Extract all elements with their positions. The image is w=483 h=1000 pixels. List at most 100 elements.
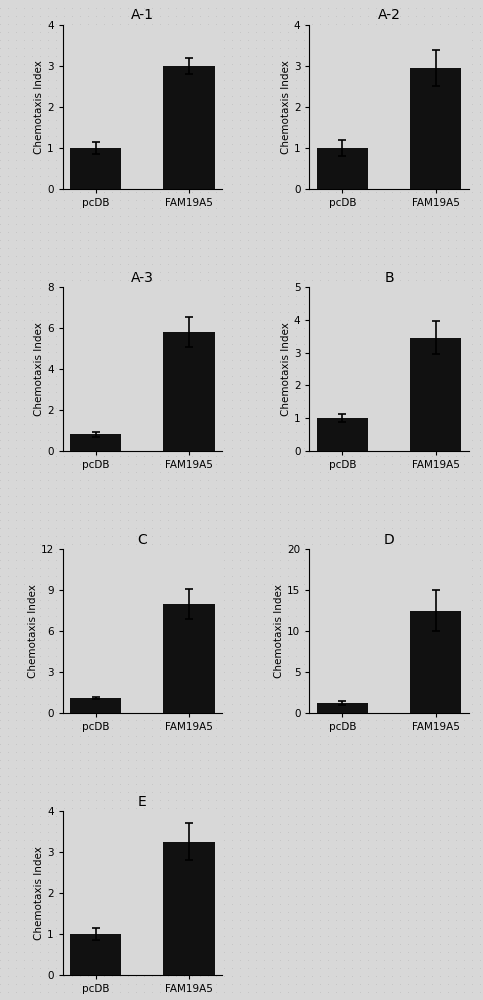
- Point: [452, 848, 460, 864]
- Point: [468, 680, 476, 696]
- Point: [340, 648, 348, 664]
- Point: [404, 96, 412, 112]
- Point: [332, 776, 340, 792]
- Point: [396, 624, 404, 640]
- Point: [36, 672, 44, 688]
- Point: [372, 480, 380, 496]
- Point: [476, 776, 483, 792]
- Point: [372, 456, 380, 472]
- Point: [0, 520, 4, 536]
- Point: [164, 80, 172, 96]
- Point: [92, 952, 100, 968]
- Point: [92, 288, 100, 304]
- Point: [172, 136, 180, 152]
- Point: [276, 304, 284, 320]
- Point: [100, 408, 108, 424]
- Point: [476, 328, 483, 344]
- Point: [36, 856, 44, 872]
- Point: [76, 808, 84, 824]
- Point: [76, 976, 84, 992]
- Point: [196, 488, 204, 504]
- Point: [172, 152, 180, 168]
- Point: [132, 448, 140, 464]
- Point: [420, 128, 428, 144]
- Point: [92, 464, 100, 480]
- Point: [20, 408, 28, 424]
- Point: [156, 952, 164, 968]
- Point: [412, 800, 420, 816]
- Point: [92, 992, 100, 1000]
- Point: [28, 592, 36, 608]
- Point: [84, 336, 92, 352]
- Point: [220, 32, 228, 48]
- Point: [468, 640, 476, 656]
- Point: [284, 528, 292, 544]
- Point: [284, 792, 292, 808]
- Point: [268, 912, 276, 928]
- Point: [68, 672, 76, 688]
- Point: [444, 376, 452, 392]
- Point: [116, 152, 124, 168]
- Point: [220, 992, 228, 1000]
- Point: [244, 648, 252, 664]
- Point: [292, 40, 300, 56]
- Point: [44, 936, 52, 952]
- Point: [132, 96, 140, 112]
- Point: [148, 344, 156, 360]
- Point: [420, 352, 428, 368]
- Point: [0, 832, 4, 848]
- Point: [148, 800, 156, 816]
- Point: [276, 552, 284, 568]
- Point: [188, 824, 196, 840]
- Point: [196, 760, 204, 776]
- Point: [84, 200, 92, 216]
- Point: [124, 416, 132, 432]
- Y-axis label: Chemotaxis Index: Chemotaxis Index: [34, 846, 44, 940]
- Point: [76, 416, 84, 432]
- Point: [276, 496, 284, 512]
- Point: [476, 592, 483, 608]
- Point: [356, 568, 364, 584]
- Point: [380, 632, 388, 648]
- Point: [20, 480, 28, 496]
- Point: [260, 88, 268, 104]
- Point: [100, 928, 108, 944]
- Point: [228, 272, 236, 288]
- Point: [316, 464, 324, 480]
- Point: [20, 952, 28, 968]
- Point: [76, 608, 84, 624]
- Point: [348, 688, 356, 704]
- Point: [164, 712, 172, 728]
- Point: [84, 952, 92, 968]
- Point: [420, 96, 428, 112]
- Point: [284, 904, 292, 920]
- Point: [452, 440, 460, 456]
- Point: [140, 280, 148, 296]
- Point: [236, 592, 244, 608]
- Point: [420, 168, 428, 184]
- Point: [60, 632, 68, 648]
- Point: [180, 952, 188, 968]
- Point: [372, 376, 380, 392]
- Point: [140, 912, 148, 928]
- Point: [268, 680, 276, 696]
- Point: [476, 984, 483, 1000]
- Point: [92, 264, 100, 280]
- Point: [468, 992, 476, 1000]
- Point: [380, 400, 388, 416]
- Point: [324, 704, 332, 720]
- Point: [92, 728, 100, 744]
- Point: [428, 352, 436, 368]
- Point: [84, 96, 92, 112]
- Point: [28, 248, 36, 264]
- Point: [324, 744, 332, 760]
- Point: [12, 528, 20, 544]
- Point: [388, 384, 396, 400]
- Point: [356, 424, 364, 440]
- Point: [268, 640, 276, 656]
- Point: [452, 208, 460, 224]
- Point: [388, 160, 396, 176]
- Point: [244, 112, 252, 128]
- Point: [372, 560, 380, 576]
- Point: [20, 304, 28, 320]
